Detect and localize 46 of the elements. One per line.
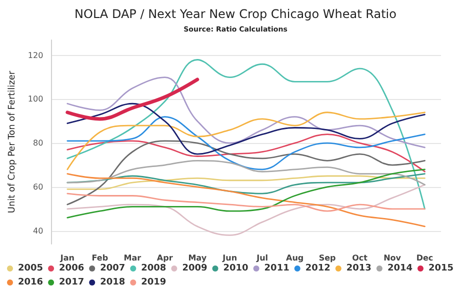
x-tick-label: May xyxy=(188,254,208,262)
legend-label: 2012 xyxy=(305,264,330,274)
x-tick-label: Jan xyxy=(59,254,75,262)
x-tick-label: Aug xyxy=(286,254,304,262)
legend-label: 2018 xyxy=(100,278,126,288)
legend-label: 2011 xyxy=(264,264,290,274)
legend-label: 2013 xyxy=(346,264,372,274)
y-tick-label: 80 xyxy=(32,138,44,148)
line-series xyxy=(66,168,426,218)
x-tick-label: Mar xyxy=(124,254,142,262)
y-tick-label: 60 xyxy=(32,182,44,192)
line-series xyxy=(66,173,426,228)
legend-label: 2017 xyxy=(59,278,84,288)
legend-label: 2008 xyxy=(141,264,166,274)
chart-title: NOLA DAP / Next Year New Crop Chicago Wheat Ratio xyxy=(74,7,396,21)
y-tick-label: 100 xyxy=(28,94,44,104)
legend-label: 2006 xyxy=(59,264,84,274)
legend-label: 2007 xyxy=(100,264,126,274)
line-series xyxy=(66,140,426,206)
line-series xyxy=(66,102,426,155)
line-series xyxy=(66,160,426,186)
x-tick-label: Nov xyxy=(384,254,402,262)
legend-label: 2014 xyxy=(387,264,412,274)
legend-label: 2009 xyxy=(182,264,208,274)
x-tick-label: Feb xyxy=(92,254,108,262)
line-series xyxy=(66,134,426,172)
line-series xyxy=(66,76,426,148)
y-axis-title: Unit of Crop Per Ton of Fertilizer xyxy=(8,70,18,214)
line-series xyxy=(66,184,426,236)
x-tick-label: Jun xyxy=(222,254,238,262)
legend-label: 2016 xyxy=(18,278,44,288)
legend-label: 2010 xyxy=(223,264,248,274)
line-series xyxy=(66,192,426,212)
line-series xyxy=(66,175,426,190)
x-tick-label: Apr xyxy=(156,254,173,262)
legend-label: 2015 xyxy=(428,264,454,274)
line-series xyxy=(66,78,200,121)
x-tick-label: Sep xyxy=(318,254,336,262)
legend-label: 2019 xyxy=(141,278,166,288)
y-tick-label: 40 xyxy=(32,226,44,236)
y-tick-label: 120 xyxy=(28,50,44,60)
x-tick-label: Oct xyxy=(352,254,368,262)
line-series xyxy=(66,59,426,210)
legend-label: 2005 xyxy=(18,264,44,274)
x-tick-label: Dec xyxy=(416,254,434,262)
x-tick-label: Jul xyxy=(256,254,268,262)
